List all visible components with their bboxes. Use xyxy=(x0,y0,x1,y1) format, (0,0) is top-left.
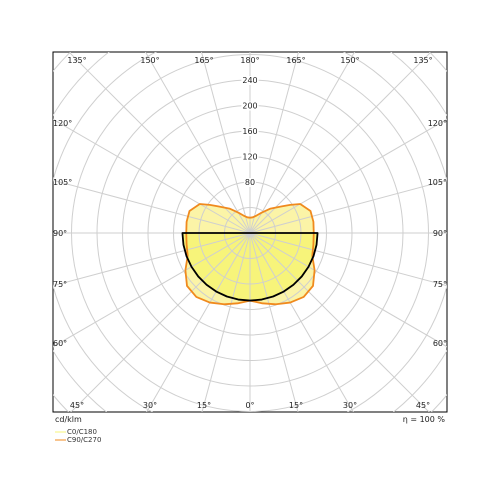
grid-spoke xyxy=(201,232,251,412)
grid-spoke xyxy=(249,232,447,348)
grid-spoke xyxy=(249,232,430,412)
grid-spoke xyxy=(144,52,251,234)
angle-label-right-75: 75° xyxy=(433,280,447,289)
grid-spoke xyxy=(200,52,251,234)
angle-label-top-165-left: 165° xyxy=(194,56,213,65)
angle-label-left-75: 75° xyxy=(53,280,67,289)
radial-tick-bg xyxy=(243,178,257,187)
angle-label-bottom-0: 0° xyxy=(245,401,254,410)
radial-tick-240: 240 xyxy=(242,76,257,85)
grid-spoke xyxy=(53,232,251,287)
radial-tick-bg xyxy=(241,127,259,136)
angle-label-top-150-left: 150° xyxy=(140,56,159,65)
angle-label-top-150-right: 150° xyxy=(340,56,359,65)
angle-label-bottom-30-right: 30° xyxy=(343,401,357,410)
angle-label-right-60: 60° xyxy=(433,339,447,348)
angle-label-top-135-right: 135° xyxy=(413,56,432,65)
angle-label-left-120: 120° xyxy=(53,119,72,128)
series-line-c0-c180 xyxy=(181,232,319,302)
radial-tick-80: 80 xyxy=(245,178,255,187)
angle-label-bottom-45-left: 45° xyxy=(70,401,84,410)
grid-spoke xyxy=(249,52,300,234)
radial-tick-bg xyxy=(241,76,259,85)
angle-label-top-135-left: 135° xyxy=(67,56,86,65)
grid-spoke xyxy=(249,232,299,412)
angle-label-left-60: 60° xyxy=(53,339,67,348)
angle-label-top-180: 180° xyxy=(240,56,259,65)
efficiency-label: η = 100 % xyxy=(403,415,446,424)
series-line-c90-c270 xyxy=(184,203,316,306)
grid-spoke xyxy=(53,232,251,348)
grid-spoke xyxy=(249,52,431,234)
grid-spoke xyxy=(53,179,251,234)
grid-spoke xyxy=(69,52,251,234)
radial-tick-bg xyxy=(241,152,259,162)
grid-spoke xyxy=(249,118,447,234)
legend-label-c90: C90/C270 xyxy=(67,436,101,444)
grid-spoke xyxy=(249,52,356,234)
radial-tick-120: 120 xyxy=(242,153,257,162)
angle-label-right-120: 120° xyxy=(428,119,447,128)
radial-tick-200: 200 xyxy=(242,102,257,111)
grid-spoke xyxy=(249,232,447,287)
legend-label-c0: C0/C180 xyxy=(67,428,97,436)
grid-spoke xyxy=(70,232,251,412)
grid-spoke xyxy=(249,232,354,412)
angle-label-bottom-15-right: 15° xyxy=(289,401,303,410)
radial-tick-160: 160 xyxy=(242,127,257,136)
grid-spoke xyxy=(249,179,447,234)
angle-label-bottom-30-left: 30° xyxy=(143,401,157,410)
angle-label-bottom-15-left: 15° xyxy=(197,401,211,410)
angle-label-right-90: 90° xyxy=(433,229,447,238)
angle-label-left-90: 90° xyxy=(53,229,67,238)
angle-label-top-165-right: 165° xyxy=(286,56,305,65)
angle-label-left-105: 105° xyxy=(53,178,72,187)
grid-spoke xyxy=(53,118,251,234)
radial-tick-bg xyxy=(241,101,259,111)
angle-label-bottom-45-right: 45° xyxy=(416,401,430,410)
unit-label: cd/klm xyxy=(55,415,82,424)
angle-label-right-105: 105° xyxy=(428,178,447,187)
grid-spoke xyxy=(146,232,251,412)
